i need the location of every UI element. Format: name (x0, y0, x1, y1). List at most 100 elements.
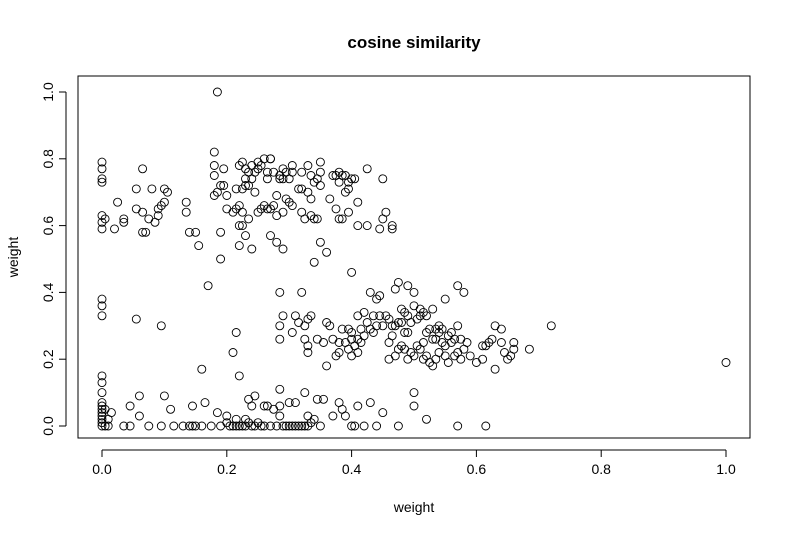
data-point (259, 201, 269, 211)
data-point (309, 214, 319, 224)
data-point (403, 281, 413, 291)
data-point (325, 321, 335, 331)
data-point (300, 388, 310, 398)
data-point (418, 307, 428, 317)
data-point (284, 197, 294, 207)
data-point (212, 408, 222, 418)
data-point (372, 421, 382, 431)
data-point (287, 201, 297, 211)
data-point (347, 328, 357, 337)
data-point (144, 214, 154, 224)
data-point (216, 181, 226, 190)
data-point (181, 197, 191, 207)
data-point (446, 338, 456, 347)
data-point (359, 421, 369, 431)
data-point (300, 214, 310, 224)
data-point (334, 338, 344, 347)
data-point (315, 167, 325, 177)
data-point (275, 287, 285, 297)
data-point (234, 221, 244, 231)
data-point (269, 167, 279, 177)
data-point (478, 354, 488, 364)
data-point (244, 214, 254, 224)
data-point (393, 277, 403, 287)
data-point (400, 344, 410, 354)
y-tick-label: 1.0 (40, 82, 56, 102)
data-point (306, 211, 316, 221)
data-point (147, 184, 157, 194)
data-point (481, 341, 491, 351)
data-point (256, 421, 266, 431)
data-point (156, 321, 166, 331)
data-point (222, 204, 232, 214)
data-point (159, 197, 169, 207)
data-point (272, 421, 282, 431)
data-point (362, 164, 372, 174)
data-point (409, 351, 419, 361)
data-point (309, 177, 319, 187)
data-point (219, 181, 229, 190)
data-point (306, 194, 316, 204)
x-axis: 0.0 0.2 0.4 0.6 0.8 1.0 (92, 449, 736, 477)
data-point (375, 291, 385, 301)
data-point (125, 421, 135, 431)
data-point (344, 207, 353, 217)
data-point (415, 304, 425, 314)
data-point (484, 338, 494, 347)
data-point (119, 214, 129, 224)
data-point (153, 204, 163, 214)
data-point (456, 354, 466, 364)
data-point (275, 401, 285, 411)
data-point (353, 348, 363, 357)
data-point (312, 394, 322, 404)
data-point (434, 348, 444, 357)
data-point (422, 311, 431, 321)
data-point (315, 181, 325, 190)
data-point (328, 334, 338, 344)
data-point (97, 404, 107, 414)
data-point (365, 287, 375, 297)
data-point (372, 294, 382, 304)
data-point (225, 421, 235, 431)
data-point (169, 421, 179, 431)
data-point (406, 348, 416, 357)
data-point (487, 334, 497, 344)
data-point (315, 157, 325, 167)
data-point (231, 328, 241, 337)
data-point (340, 187, 350, 197)
data-point (206, 421, 216, 431)
data-point (184, 227, 194, 237)
data-point (97, 408, 107, 418)
data-point (406, 318, 416, 327)
data-point (244, 418, 254, 428)
x-tick-label: 0.0 (92, 461, 112, 477)
data-point (275, 411, 285, 421)
data-point (278, 244, 288, 254)
data-point (303, 341, 313, 351)
data-point (212, 87, 222, 97)
data-point (297, 287, 307, 297)
data-point (334, 167, 344, 177)
y-axis: 0.0 0.2 0.4 0.6 0.8 1.0 (40, 82, 67, 436)
data-point (287, 161, 297, 170)
data-point (450, 334, 460, 344)
data-point (453, 281, 463, 291)
data-point (266, 154, 275, 164)
data-point (303, 161, 313, 170)
data-point (453, 421, 463, 431)
data-point (275, 334, 285, 344)
data-point (303, 314, 313, 324)
data-point (259, 401, 269, 411)
data-point (322, 361, 332, 371)
data-point (387, 224, 397, 234)
data-point (138, 207, 148, 217)
data-point (315, 237, 325, 247)
data-point (524, 344, 534, 354)
data-point (387, 331, 397, 341)
data-point (294, 421, 304, 431)
data-point (362, 221, 372, 231)
data-point (194, 241, 204, 251)
data-point (359, 331, 369, 341)
data-point (253, 164, 263, 174)
data-point (278, 207, 288, 217)
